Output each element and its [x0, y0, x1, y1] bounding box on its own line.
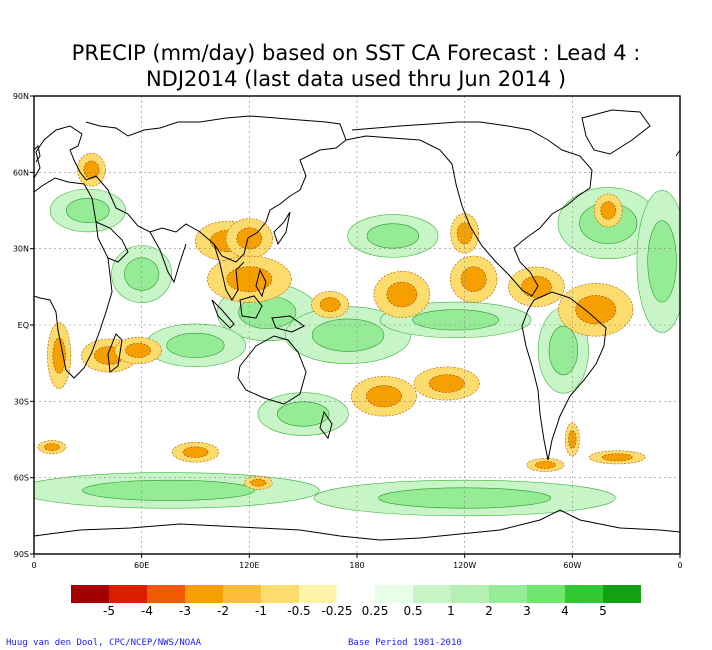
sumatra-coastline	[211, 299, 235, 329]
colorbar-swatch	[451, 585, 489, 603]
india-coastline	[149, 231, 187, 284]
lon-tick-label: 0	[677, 561, 682, 570]
new-zealand-coastline	[319, 410, 333, 440]
indochina-coastline	[213, 243, 245, 301]
philippines-coastline	[255, 268, 267, 298]
lon-tick-label: 180	[349, 561, 364, 570]
colorbar-swatch	[299, 585, 337, 603]
dry-anomaly-core	[460, 266, 487, 292]
wet-anomaly-core	[366, 223, 420, 249]
lat-tick-label: 90S	[14, 550, 29, 559]
madagascar-coastline	[107, 333, 123, 373]
dry-anomaly-core	[250, 478, 267, 487]
new-guinea-coastline	[271, 315, 305, 333]
colorbar-swatch	[261, 585, 299, 603]
dry-anomaly-core	[182, 446, 209, 458]
colorbar-swatch	[489, 585, 527, 603]
lon-tick-label: 0	[31, 561, 36, 570]
colorbar-label: 3	[523, 604, 531, 618]
antarctica-coastline	[34, 509, 680, 541]
dry-anomaly-core	[83, 160, 100, 179]
lat-tick-label: 90N	[13, 92, 29, 101]
wet-anomaly-core	[311, 318, 385, 352]
colorbar-swatch	[223, 585, 261, 603]
wet-anomaly-core	[412, 309, 500, 331]
dry-anomaly-core	[601, 453, 633, 462]
dry-anomaly-core	[600, 201, 617, 220]
eurasia-coastline	[85, 115, 347, 263]
dry-anomaly-core	[575, 295, 617, 325]
south-america-coastline	[521, 291, 607, 461]
longitude-labels: 0 60E 120E 180 120W 60W 0	[31, 554, 683, 570]
colorbar-label: -3	[179, 604, 191, 618]
colorbar-swatch	[375, 585, 413, 603]
colorbar-label: -0.25	[321, 604, 352, 618]
wet-anomaly-core	[647, 220, 677, 303]
arabia-coastline	[95, 221, 129, 263]
credit-base-period: Base Period 1981-2010	[348, 638, 462, 648]
colorbar-label: 4	[561, 604, 569, 618]
borneo-coastline	[239, 295, 263, 319]
lon-tick-label: 120E	[239, 561, 259, 570]
colorbar-swatch	[71, 585, 109, 603]
lat-tick-label: 60S	[14, 474, 29, 483]
wet-anomaly-core	[166, 332, 225, 358]
wet-anomaly-core	[378, 487, 552, 509]
dry-anomaly-core	[319, 297, 341, 313]
europe-coastline	[34, 125, 87, 181]
greenland-coastline	[581, 109, 651, 155]
australia-coastline	[237, 335, 307, 405]
colorbar-label: -5	[103, 604, 115, 618]
wet-anomaly-core	[548, 325, 579, 376]
dry-anomaly-core	[44, 443, 60, 451]
colorbar-label: 0.5	[403, 604, 422, 618]
dry-anomaly-core	[386, 281, 418, 308]
dry-anomaly-core	[521, 275, 552, 298]
lat-tick-label: 30N	[13, 245, 29, 254]
precip-anomaly-layer	[34, 152, 680, 517]
wet-anomaly-core	[82, 479, 256, 501]
dry-anomaly-core	[366, 385, 402, 408]
north-america-coastline	[345, 121, 593, 297]
dry-anomaly-core	[125, 343, 151, 358]
colorbar-label: -4	[141, 604, 153, 618]
colorbar-label: -1	[255, 604, 267, 618]
colorbar-swatch	[336, 584, 376, 604]
colorbar-label: 2	[485, 604, 493, 618]
colorbar-swatch	[147, 585, 185, 603]
colorbar-swatch	[603, 585, 641, 603]
wet-anomaly-core	[277, 401, 330, 427]
colorbar-swatch	[109, 585, 147, 603]
wet-anomaly-core	[66, 197, 110, 224]
japan-coastline	[273, 211, 291, 246]
map-title-line2: NDJ2014 (last data used thru Jun 2014 )	[145, 67, 567, 91]
map-title-line1: PRECIP (mm/day) based on SST CA Forecast…	[71, 41, 641, 65]
lat-tick-label: 60N	[13, 168, 29, 177]
latitude-labels: 90N 60N 30N EQ 30S 60S 90S	[13, 92, 34, 559]
colorbar-label: -2	[217, 604, 229, 618]
credit-author: Huug van den Dool, CPC/NCEP/NWS/NOAA	[6, 638, 202, 648]
colorbar-swatch	[565, 585, 603, 603]
colorbar-swatch	[527, 585, 565, 603]
colorbar-swatch	[185, 585, 223, 603]
lat-tick-label: 30S	[14, 397, 29, 406]
colorbar-label: 1	[447, 604, 455, 618]
dry-anomaly-core	[428, 374, 465, 393]
dry-anomaly-core	[535, 461, 556, 469]
colorbar-label: 0.25	[362, 604, 389, 618]
dry-anomaly-core	[568, 430, 577, 449]
colorbar-swatch	[413, 585, 451, 603]
africa-coastline	[34, 177, 113, 379]
lon-tick-label: 60W	[563, 561, 581, 570]
lon-tick-label: 120W	[453, 561, 476, 570]
colorbar: -5 -4 -3 -2 -1 -0.5 -0.25 0.25 0.5 1 2 3 4 5	[71, 584, 641, 618]
colorbar-label: 5	[599, 604, 607, 618]
colorbar-label: -0.5	[287, 604, 310, 618]
lat-tick-label: EQ	[18, 321, 29, 330]
lon-tick-label: 60E	[134, 561, 149, 570]
graticule	[34, 96, 680, 554]
